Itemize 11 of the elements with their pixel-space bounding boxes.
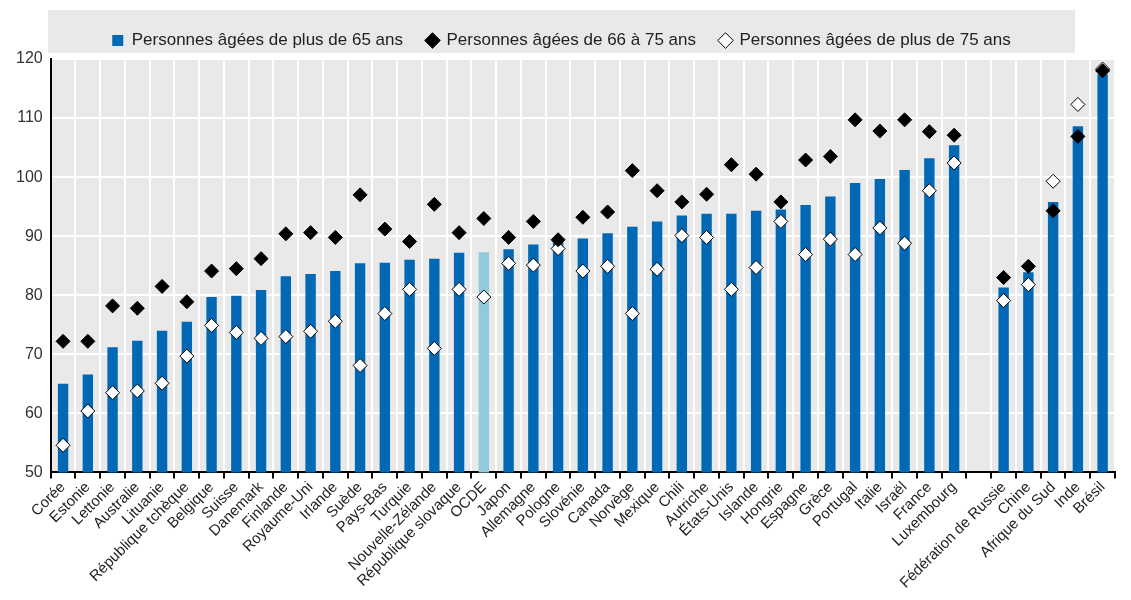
y-tick-label: 70 [24, 344, 43, 362]
y-tick-label: 60 [24, 403, 43, 421]
legend-label: Personnes âgées de plus de 65 ans [131, 30, 403, 50]
legend-label: Personnes âgées de 66 à 75 ans [446, 30, 697, 50]
y-tick-label: 80 [24, 285, 43, 303]
y-tick-label: 50 [24, 462, 43, 480]
y-tick-label: 90 [24, 226, 43, 244]
y-tick-label: 100 [15, 167, 43, 185]
y-tick-label: 110 [17, 108, 43, 126]
y-tick-label: 120 [15, 49, 43, 67]
legend-label: Personnes âgées de plus de 75 ans [739, 30, 1011, 50]
